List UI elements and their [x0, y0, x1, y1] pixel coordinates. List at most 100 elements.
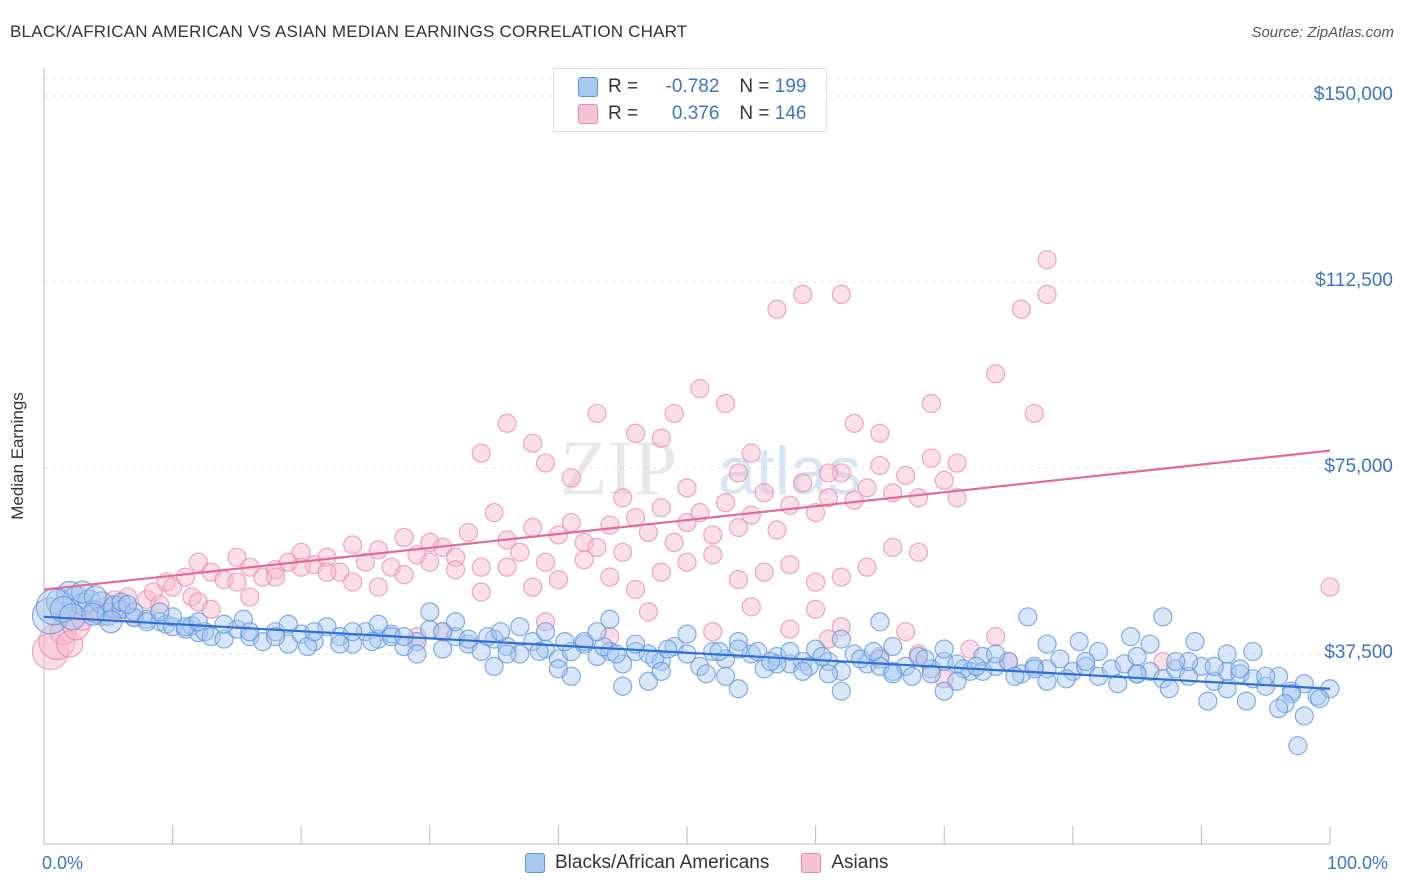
asians-point	[240, 587, 260, 607]
asians-point	[741, 443, 761, 463]
asians-point	[793, 473, 813, 493]
chart-title: BLACK/AFRICAN AMERICAN VS ASIAN MEDIAN E…	[10, 22, 688, 41]
asians-point	[870, 423, 890, 443]
asians-point	[690, 379, 710, 399]
asians-point	[715, 393, 736, 414]
asians-point	[150, 594, 170, 615]
asians-point	[986, 364, 1006, 384]
blacks-point	[1230, 659, 1250, 679]
blacks-point	[1204, 656, 1224, 677]
r-label: R =	[608, 76, 639, 97]
asians-point	[510, 542, 530, 562]
asians-point	[805, 599, 826, 619]
legend-row-asians: R = 0.376 N = 146	[578, 103, 806, 125]
asians-point	[317, 562, 337, 582]
blacks-point	[818, 664, 839, 684]
asians-point	[471, 582, 491, 602]
asians-point	[677, 512, 697, 533]
blacks-point	[947, 671, 967, 691]
blacks-point	[214, 614, 234, 634]
asians-point	[677, 478, 697, 498]
blacks-point	[548, 659, 569, 679]
asians-point	[908, 488, 929, 508]
blacks-point	[638, 671, 659, 691]
asians-point	[805, 572, 826, 592]
asians-point	[754, 562, 774, 582]
y-tick-label-3: $150,000	[1313, 84, 1393, 105]
n-label: N =	[739, 103, 770, 124]
asians-point	[600, 627, 620, 647]
blacks-point	[1310, 689, 1330, 709]
asians-point	[857, 478, 877, 498]
blacks-point	[1069, 631, 1089, 652]
blacks-point	[510, 617, 530, 637]
blacks-point	[754, 659, 774, 679]
legend-item-asians[interactable]: Asians	[801, 852, 888, 874]
asians-point	[1011, 299, 1031, 319]
asians-point	[651, 498, 671, 518]
asians-point	[908, 542, 929, 562]
asians-point	[741, 597, 761, 617]
asians-point	[484, 503, 504, 523]
blacks-point	[780, 641, 800, 662]
asians-point	[1024, 403, 1044, 424]
asians-point	[844, 413, 864, 433]
blacks-point	[1140, 634, 1160, 654]
blacks-point	[83, 585, 108, 609]
axes	[43, 68, 1331, 845]
asians-point	[343, 572, 363, 592]
asians-point	[947, 453, 967, 473]
blacks-point	[793, 661, 813, 681]
asians-point	[831, 284, 851, 304]
n-label: N =	[739, 76, 770, 97]
asians-point	[355, 552, 376, 572]
asians-point	[613, 488, 633, 508]
trend-line-asians	[43, 449, 1331, 591]
blacks-point	[497, 644, 517, 664]
r-value-blacks: -0.782	[665, 76, 720, 97]
blacks-point	[760, 651, 781, 672]
blacks-point	[715, 666, 736, 686]
blacks-point	[1121, 627, 1141, 647]
blacks-point	[870, 612, 890, 632]
asians-point	[818, 463, 839, 483]
blacks-point	[240, 622, 260, 642]
blacks-point	[696, 664, 716, 684]
blacks-point	[317, 617, 337, 637]
asians-point	[1037, 250, 1057, 270]
blacks-point	[175, 617, 196, 637]
asians-point	[703, 545, 723, 565]
blacks-point	[1076, 651, 1096, 672]
asians-point	[535, 453, 556, 473]
series-blacks	[31, 580, 1340, 756]
legend-item-blacks[interactable]: Blacks/African Americans	[525, 852, 769, 874]
blacks-point	[1037, 671, 1057, 691]
asians-point	[805, 503, 826, 523]
blacks-point	[529, 641, 549, 662]
trend-line-blacks	[43, 615, 1331, 690]
asians-point	[767, 299, 787, 319]
blacks-point	[1268, 698, 1289, 719]
blacks-point	[986, 644, 1006, 664]
asians-point	[182, 587, 202, 607]
asians-point	[883, 537, 903, 557]
blacks-point	[1275, 693, 1295, 714]
blacks-point	[1236, 691, 1257, 711]
asians-point	[793, 284, 813, 304]
asians-point	[934, 470, 954, 490]
asians-point	[831, 567, 851, 587]
blacks-point	[1281, 684, 1302, 704]
asians-point	[535, 552, 556, 572]
correlation-legend: R = -0.782 N = 199 R = 0.376 N = 146	[553, 68, 827, 132]
asians-point	[471, 443, 491, 463]
asians-point	[754, 483, 774, 503]
y-tick-label-1: $75,000	[1324, 456, 1393, 477]
blacks-point	[188, 612, 208, 632]
asians-point	[921, 393, 941, 414]
asians-point	[857, 557, 877, 577]
blacks-point	[535, 622, 556, 642]
asians-point	[780, 619, 800, 639]
asians-point	[587, 537, 607, 557]
legend-label-asians: Asians	[831, 852, 889, 873]
asians-point	[548, 569, 569, 590]
